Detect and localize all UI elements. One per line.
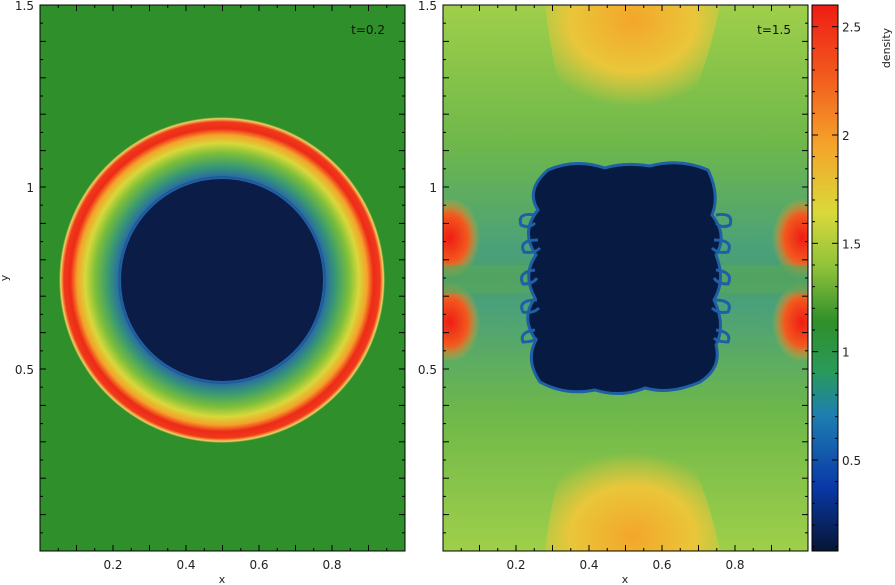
right-low-density-region: [526, 161, 723, 395]
panel-right: [443, 5, 808, 551]
right-left-edge-hot-upper: [443, 198, 480, 278]
left-low-density-bubble: [120, 178, 324, 382]
left-x-axis-label: x: [219, 573, 226, 585]
right-y-tick-label: 1.5: [418, 0, 437, 13]
right-bottom-hot-lobe: [545, 410, 720, 551]
right-right-edge-hot-upper: [772, 198, 808, 278]
right-instability-fingers-left: [518, 213, 542, 344]
colorbar-tick-label: 0.5: [842, 454, 861, 468]
right-x-tick-label: 0.6: [652, 558, 671, 572]
panel-left: [40, 5, 405, 551]
right-instability-fingers-right: [710, 213, 733, 344]
left-y-tick-label: 1.5: [15, 0, 34, 13]
right-right-edge-hot-lower: [772, 282, 808, 362]
left-y-tick-label: 1: [26, 181, 34, 195]
right-x-axis-label: x: [622, 573, 629, 585]
colorbar-label: density: [880, 27, 893, 68]
colorbar-tick-label: 2.5: [842, 21, 861, 35]
right-y-tick-label: 1: [429, 181, 437, 195]
left-x-tick-label: 0.8: [322, 558, 341, 572]
colorbar-ticks: 0.5 1 1.5 2 2.5: [812, 21, 861, 548]
left-bubble-edge: [119, 177, 325, 383]
colorbar-tick-label: 1: [842, 346, 850, 360]
left-x-tick-label: 0.4: [176, 558, 195, 572]
right-x-tick-label: 0.4: [579, 558, 598, 572]
left-y-tick-label: 0.5: [15, 363, 34, 377]
left-x-tick-label: 0.2: [103, 558, 122, 572]
colorbar: [811, 4, 839, 552]
colorbar-tick-label: 2: [842, 129, 850, 143]
right-left-edge-hot-lower: [443, 282, 480, 362]
left-time-label: t=0.2: [351, 23, 385, 37]
right-axis-ticks: 0.2 0.4 0.6 0.8 0.5 1 1.5: [418, 0, 808, 572]
left-x-tick-label: 0.6: [249, 558, 268, 572]
right-y-tick-label: 0.5: [418, 363, 437, 377]
right-x-tick-label: 0.8: [725, 558, 744, 572]
right-top-hot-lobe: [545, 5, 720, 150]
left-y-axis-label: y: [0, 274, 11, 281]
right-time-label: t=1.5: [757, 23, 791, 37]
left-axis-ticks: 0.2 0.4 0.6 0.8 0.5 1 1.5: [15, 0, 405, 572]
colorbar-tick-label: 1.5: [842, 237, 861, 251]
right-x-tick-label: 0.2: [506, 558, 525, 572]
